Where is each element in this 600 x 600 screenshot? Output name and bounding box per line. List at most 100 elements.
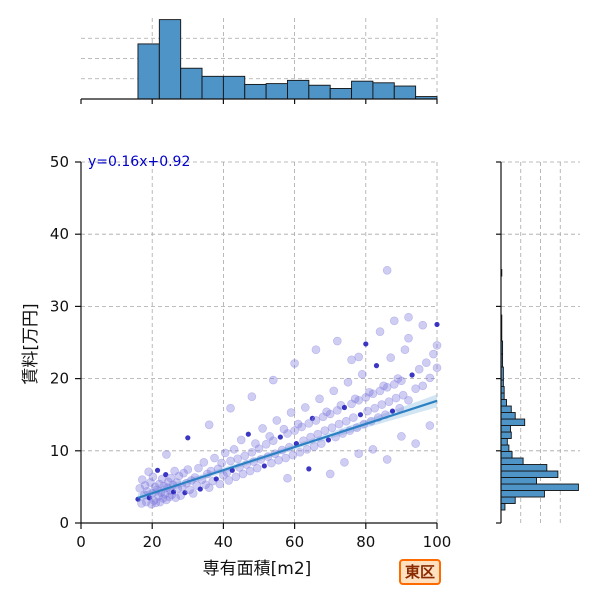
x-histogram-bar (201, 75, 224, 100)
scatter-point (313, 429, 323, 439)
scatter-point (233, 454, 242, 464)
x-histogram-bar (222, 75, 246, 100)
scatter-point (252, 463, 262, 473)
scatter-point (375, 327, 385, 336)
scatter-point (220, 448, 230, 458)
scatter-point (349, 413, 358, 422)
scatter-point (309, 442, 319, 451)
scatter-point (283, 429, 292, 438)
scatter-point (283, 473, 292, 483)
scatter-point (174, 471, 184, 481)
scatter-point (418, 320, 428, 330)
x-axis-title: 専有面積[m2] (203, 559, 312, 579)
y-tick-label: 30 (50, 297, 69, 315)
scatter-point (219, 471, 228, 480)
x-histogram-bar (393, 85, 417, 100)
scatter-point (382, 265, 392, 275)
x-tick-label: 80 (356, 533, 375, 551)
x-histogram-bar (180, 67, 203, 100)
scatter-point (204, 420, 214, 430)
y-histogram-bar (500, 405, 512, 413)
y-histogram-bar (500, 490, 545, 498)
y-histogram-bar (500, 451, 513, 459)
scatter-point (261, 440, 271, 449)
scatter-point (267, 458, 276, 468)
scatter-plot-area: 0 20 40 60 80 100 0 10 20 30 40 50 (50, 153, 451, 551)
y-histogram-bar (500, 425, 511, 433)
scatter-point (311, 345, 321, 355)
regression-line (137, 399, 438, 499)
y-tick-label: 0 (59, 514, 69, 532)
x-histogram-bar (287, 79, 310, 100)
scatter-point (231, 472, 241, 482)
scatter-point (425, 421, 435, 430)
scatter-point (201, 480, 210, 490)
scatter-point (368, 389, 378, 399)
scatter-point (357, 369, 367, 379)
scatter-point (155, 479, 164, 489)
scatter-point (277, 434, 283, 440)
scatter-point (258, 424, 267, 433)
scatter-point (281, 453, 291, 463)
y-tick-label: 50 (50, 153, 69, 171)
scatter-point (373, 363, 380, 369)
scatter-point (361, 393, 371, 402)
scatter-point (397, 432, 406, 441)
scatter-point (311, 416, 321, 425)
scatter-point (382, 455, 392, 464)
scatter-point (197, 486, 203, 492)
scatter-point (251, 439, 260, 448)
scatter-point (171, 493, 180, 503)
scatter-point (135, 484, 145, 493)
y-marginal-histogram (496, 161, 580, 524)
scatter-point (148, 472, 158, 482)
scatter-point (329, 386, 339, 396)
scatter-point (389, 316, 399, 326)
y-tick-label: 10 (50, 442, 69, 460)
scatter-point (245, 431, 251, 437)
x-histogram-bar (372, 82, 395, 100)
scatter-point (382, 382, 392, 392)
scatter-point (170, 489, 177, 495)
scatter-point (146, 495, 152, 501)
x-histogram-bar (137, 43, 160, 100)
x-tick-label: 20 (143, 533, 162, 551)
scatter-point (333, 336, 342, 346)
scatter-point (297, 422, 307, 432)
scatter-point (434, 321, 440, 328)
scatter-point (288, 450, 298, 460)
scatter-point (229, 445, 239, 454)
scatter-point (343, 377, 353, 387)
scatter-point (210, 453, 219, 463)
scatter-point (238, 469, 248, 479)
scatter-point (170, 466, 179, 476)
scatter-point (384, 397, 394, 407)
scatter-point (293, 440, 299, 447)
y-histogram-bar (500, 412, 516, 420)
scatter-point (404, 312, 413, 322)
district-badge: 東区 (399, 559, 442, 585)
y-histogram-bar (500, 438, 508, 446)
scatter-point (363, 341, 369, 347)
scatter-point (334, 419, 344, 429)
scatter-point (226, 403, 235, 413)
scatter-point (354, 449, 363, 458)
scatter-point (400, 345, 410, 355)
scatter-point (295, 447, 305, 457)
scatter-point (377, 400, 387, 409)
scatter-point (357, 412, 364, 418)
scatter-point (341, 416, 351, 426)
scatter-point (422, 358, 431, 368)
scatter-point (432, 363, 442, 373)
y-histogram-bar (500, 431, 512, 439)
scatter-point (226, 456, 235, 466)
x-tick-label: 60 (285, 533, 304, 551)
scatter-point (325, 409, 335, 419)
scatter-point (272, 416, 282, 425)
scatter-point (290, 359, 299, 368)
scatter-point (268, 436, 278, 445)
scatter-point (154, 467, 161, 473)
scatter-point (286, 408, 296, 417)
x-tick-label: 100 (423, 533, 452, 551)
